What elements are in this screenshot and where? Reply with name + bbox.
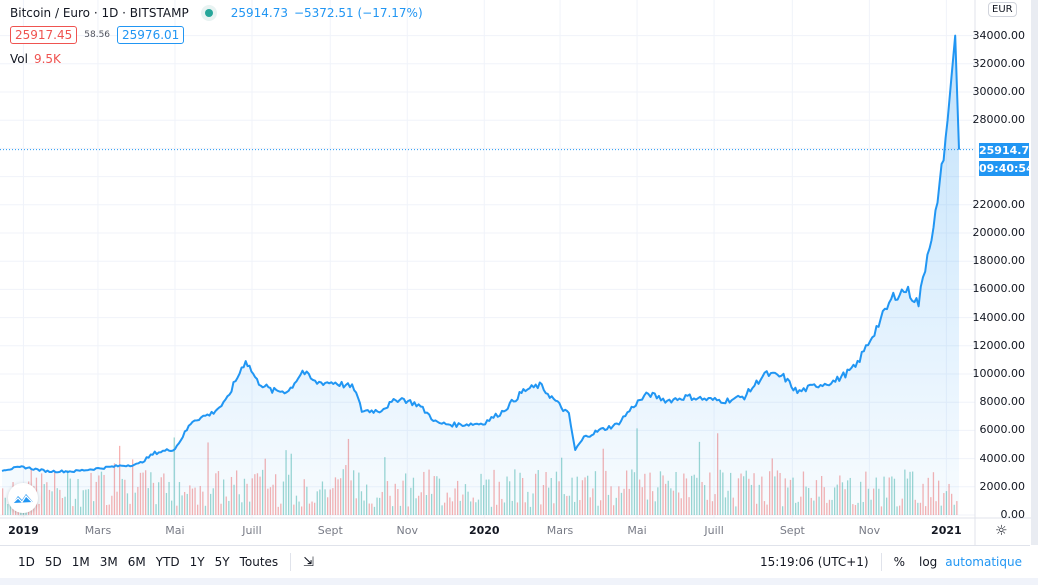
time-tick-label: Sept xyxy=(779,524,805,537)
volume-label: Vol xyxy=(10,52,28,66)
right-panel-border xyxy=(1031,0,1038,545)
time-tick-label: Juill xyxy=(242,524,262,537)
legend-bid-ask-row: 25917.45 58.56 25976.01 xyxy=(10,25,423,45)
sell-price-button[interactable]: 25917.45 xyxy=(10,26,78,44)
legend-volume-row: Vol 9.5K xyxy=(10,49,423,69)
price-tick-label: 28000.00 xyxy=(972,113,1026,127)
volume-value: 9.5K xyxy=(33,52,61,66)
range-1d-button[interactable]: 1D xyxy=(18,555,35,569)
range-all-button[interactable]: Toutes xyxy=(239,555,279,569)
bar-countdown-tag: 09:40:54 xyxy=(979,161,1034,176)
time-tick-label: Nov xyxy=(396,524,418,537)
price-tick-label: 0.00 xyxy=(1000,508,1026,521)
toolbar-divider-right xyxy=(880,553,882,571)
spread-value: 58.56 xyxy=(84,30,111,40)
market-status-icon xyxy=(204,9,213,17)
range-1m-button[interactable]: 1M xyxy=(71,555,90,569)
auto-scale-toggle[interactable]: automatique xyxy=(945,555,1022,569)
goto-date-icon[interactable]: ⇲ xyxy=(303,554,315,570)
range-1y-button[interactable]: 1Y xyxy=(189,555,205,569)
price-tick-label: 34000.00 xyxy=(972,28,1026,42)
price-tick-label: 18000.00 xyxy=(972,254,1026,268)
price-change: −5372.51 (−17.17%) xyxy=(293,6,423,20)
time-tick-label: Mars xyxy=(84,524,112,537)
toolbar-divider xyxy=(290,553,292,571)
range-5y-button[interactable]: 5Y xyxy=(214,555,230,569)
time-tick-label: Mars xyxy=(546,524,574,537)
range-ytd-button[interactable]: YTD xyxy=(155,555,180,569)
current-price-tag: 25914.73 xyxy=(979,143,1037,158)
price-tick-label: 6000.00 xyxy=(979,423,1026,437)
percent-scale-toggle[interactable]: % xyxy=(893,555,905,569)
bottom-toolbar: 1D 5D 1M 3M 6M YTD 1Y 5Y Toutes ⇲ 15:19:… xyxy=(0,545,1030,578)
last-price: 25914.73 xyxy=(230,6,288,20)
range-6m-button[interactable]: 6M xyxy=(127,555,146,569)
price-chart[interactable] xyxy=(0,0,1038,545)
price-area-fill xyxy=(2,35,959,515)
price-tick-label: 12000.00 xyxy=(972,338,1026,352)
price-tick-label: 2000.00 xyxy=(979,479,1026,493)
tradingview-logo-icon[interactable] xyxy=(8,483,38,513)
time-tick-label: Juill xyxy=(704,524,724,537)
settings-gear-icon[interactable]: ☼ xyxy=(995,523,1008,539)
price-tick-label: 4000.00 xyxy=(979,451,1026,465)
time-tick-label: 2020 xyxy=(468,524,500,537)
currency-badge[interactable]: EUR xyxy=(988,2,1017,17)
time-tick-label: Nov xyxy=(858,524,881,537)
price-tick-label: 10000.00 xyxy=(972,367,1026,380)
range-5d-button[interactable]: 5D xyxy=(44,555,62,569)
log-scale-toggle[interactable]: log xyxy=(919,555,938,569)
price-tick-label: 22000.00 xyxy=(972,197,1026,211)
bottom-panel-strip xyxy=(0,578,1038,585)
price-tick-label: 16000.00 xyxy=(972,282,1026,296)
time-tick-label: Mai xyxy=(165,524,185,537)
time-tick-label: 2021 xyxy=(931,524,962,537)
range-3m-button[interactable]: 3M xyxy=(99,555,118,569)
clock-timezone[interactable]: 15:19:06 (UTC+1) xyxy=(760,555,869,569)
toolbar-right: 15:19:06 (UTC+1) % log automatique xyxy=(760,553,1030,571)
symbol-title[interactable]: Bitcoin / Euro · 1D · BITSTAMP xyxy=(10,6,189,20)
time-tick-label: Sept xyxy=(317,524,343,537)
chart-legend: Bitcoin / Euro · 1D · BITSTAMP 25914.73 … xyxy=(10,3,423,69)
price-tick-label: 20000.00 xyxy=(972,226,1026,239)
price-tick-label: 32000.00 xyxy=(972,56,1026,70)
price-tick-label: 30000.00 xyxy=(972,85,1026,98)
legend-title-row: Bitcoin / Euro · 1D · BITSTAMP 25914.73 … xyxy=(10,3,423,23)
time-tick-label: 2019 xyxy=(8,524,39,537)
buy-price-button[interactable]: 25976.01 xyxy=(117,26,185,44)
price-tick-label: 8000.00 xyxy=(979,395,1026,409)
price-line xyxy=(1,34,960,474)
time-tick-label: Mai xyxy=(627,524,647,537)
price-tick-label: 14000.00 xyxy=(972,310,1026,324)
